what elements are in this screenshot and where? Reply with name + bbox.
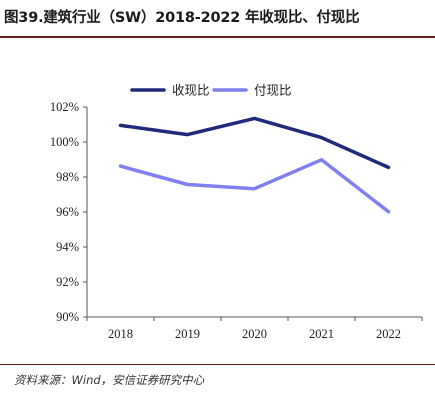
legend-label-1: 收现比 [172,83,210,98]
series-lines [118,116,391,214]
series-line-2 [118,158,391,214]
y-tick-label: 90% [56,310,79,324]
x-axis-ticks: 2018 2019 2020 2021 2022 [86,317,423,341]
axes [86,107,422,318]
y-axis-ticks: 90% 92% 94% 96% 98% 100% 102% [50,100,87,324]
title-divider [0,36,435,38]
y-tick-label: 100% [50,135,79,149]
y-tick-label: 98% [56,170,79,184]
y-tick-label: 102% [50,100,79,114]
x-tick-label: 2020 [242,327,267,341]
x-tick-label: 2018 [108,327,133,341]
source-note: 资料来源：Wind，安信证券研究中心 [14,373,205,387]
footer-divider [0,364,435,365]
series-line-1 [118,116,391,170]
y-tick-label: 94% [56,240,79,254]
x-tick-label: 2021 [309,327,334,341]
legend-label-2: 付现比 [254,83,292,98]
x-tick-label: 2022 [376,327,401,341]
legend: 收现比 付现比 [130,83,292,98]
y-tick-label: 92% [56,275,79,289]
x-tick-label: 2019 [175,327,200,341]
page-title: 图39.建筑行业（SW）2018-2022 年收现比、付现比 [4,10,360,26]
y-tick-label: 96% [56,205,79,219]
